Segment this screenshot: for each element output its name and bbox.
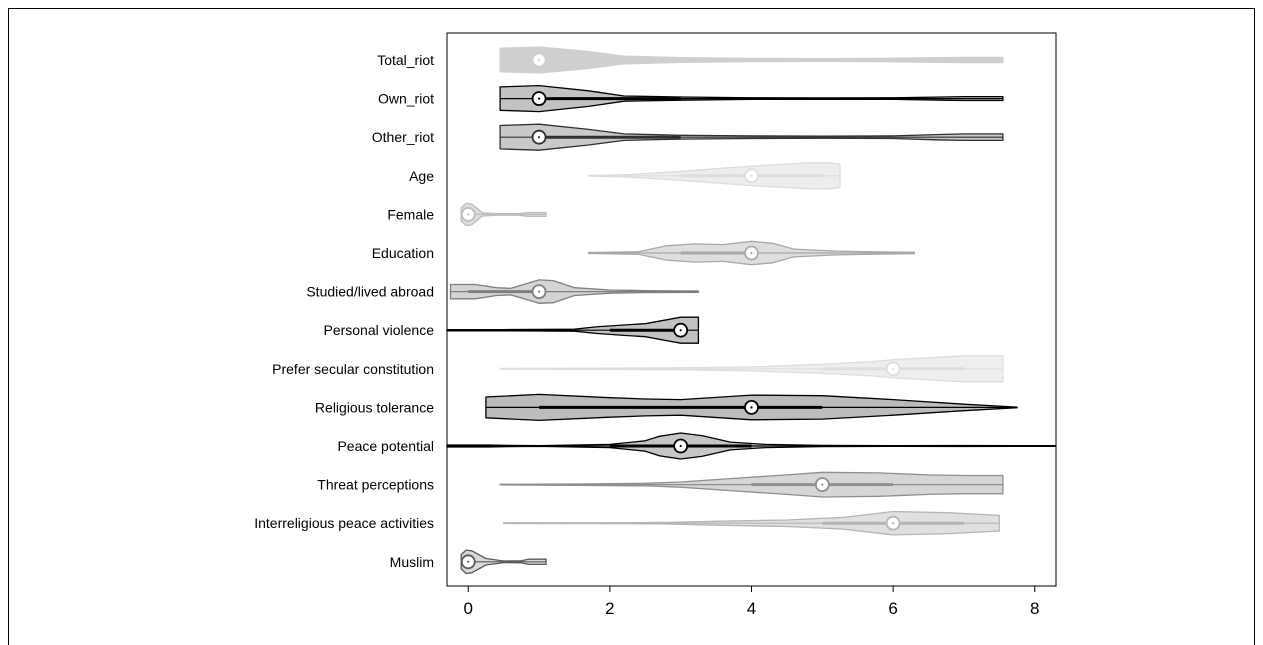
- violin-female: [460, 202, 547, 227]
- x-tick-label: 4: [747, 599, 756, 618]
- plot-area: [446, 32, 1057, 587]
- violin-age: [587, 162, 841, 190]
- violin-studied-lived-abroad: [449, 279, 700, 304]
- figure-frame: [8, 8, 1255, 645]
- violin-personal-violence: [446, 316, 700, 344]
- y-label-age: Age: [409, 168, 434, 184]
- median-dot: [892, 367, 895, 370]
- x-tick-label: 0: [464, 599, 473, 618]
- violin-interreligious-peace-activities: [503, 510, 1000, 536]
- x-tick-label: 2: [605, 599, 614, 618]
- y-label-threat-perceptions: Threat perceptions: [317, 477, 434, 493]
- median-dot: [892, 522, 895, 525]
- x-tick-label: 8: [1030, 599, 1039, 618]
- median-dot: [679, 444, 682, 448]
- y-label-prefer-secular-constitution: Prefer secular constitution: [272, 361, 434, 377]
- violin-peace-potential: [446, 432, 1057, 460]
- violin-threat-perceptions: [499, 471, 1004, 498]
- median-dot: [537, 58, 541, 62]
- x-axis: 0 2 4 6 8: [464, 586, 1039, 618]
- median-dot: [750, 251, 753, 255]
- y-label-religious-tolerance: Religious tolerance: [315, 399, 434, 415]
- violins-layer: [446, 46, 1057, 575]
- violin-prefer-secular-constitution: [499, 355, 1004, 383]
- violin-muslim: [460, 549, 547, 575]
- median-dot: [467, 213, 470, 216]
- y-label-peace-potential: Peace potential: [337, 438, 434, 454]
- violin-education: [587, 240, 916, 266]
- y-label-personal-violence: Personal violence: [323, 322, 434, 338]
- x-tick-label: 6: [888, 599, 897, 618]
- y-label-studied-lived-abroad: Studied/lived abroad: [306, 284, 434, 300]
- median-dot: [750, 174, 753, 177]
- violin-own-riot: [499, 84, 1004, 113]
- median-dot: [750, 406, 753, 409]
- violin-other-riot: [499, 123, 1004, 151]
- median-dot: [537, 290, 541, 293]
- median-dot: [467, 560, 470, 563]
- y-label-muslim: Muslim: [390, 554, 434, 570]
- violin-total-riot: [499, 46, 1004, 74]
- y-label-own-riot: Own_riot: [378, 91, 434, 107]
- median-dot: [679, 329, 682, 332]
- violin-religious-tolerance: [485, 393, 1018, 422]
- y-labels-layer: Total_riot Own_riot Other_riot Age Female Edu…: [254, 52, 434, 570]
- median-dot: [537, 136, 541, 139]
- y-label-total-riot: Total_riot: [377, 52, 434, 68]
- median-dot: [821, 483, 824, 486]
- y-label-education: Education: [372, 245, 434, 261]
- y-label-female: Female: [387, 206, 434, 222]
- median-dot: [537, 97, 541, 100]
- y-label-other-riot: Other_riot: [372, 129, 434, 145]
- y-label-interreligious-peace-activities: Interreligious peace activities: [254, 515, 434, 531]
